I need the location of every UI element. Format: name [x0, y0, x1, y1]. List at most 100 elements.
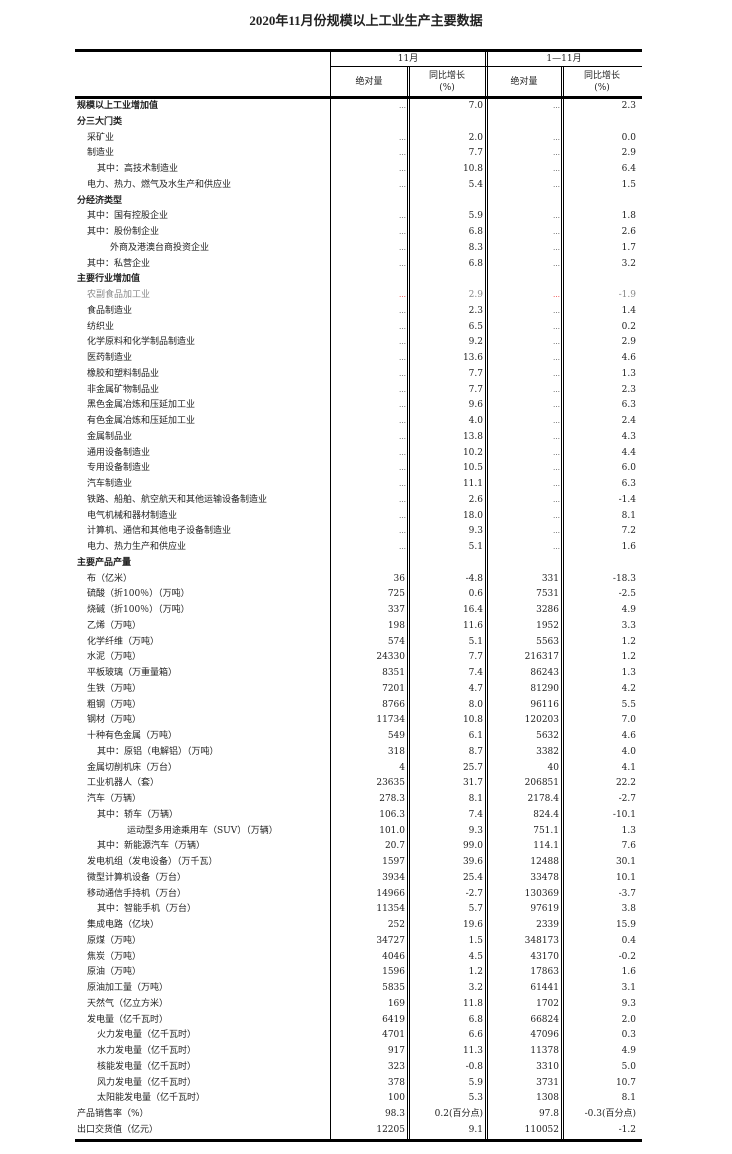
- abs-nov-cell: …: [399, 291, 406, 299]
- abs-nov-cell: …: [399, 354, 406, 362]
- table-row: 水力发电量（亿千瓦时） 917 11.3 11378 4.9: [75, 1044, 642, 1060]
- yoy-nov-cell: 6.8: [468, 227, 483, 237]
- yoy-nov-cell: 7.4: [468, 668, 483, 678]
- table-row: 专用设备制造业 … 10.5 … 6.0: [75, 461, 642, 477]
- yoy-nov-cell: 7.7: [468, 368, 483, 379]
- abs-jan-nov-cell: 120203: [524, 715, 559, 726]
- table-row: 其中：智能手机（万台） 11354 5.7 97619 3.8: [75, 902, 642, 918]
- yoy-jan-nov-cell: 1.4: [621, 305, 636, 316]
- row-label: 火力发电量（亿千瓦时）: [97, 1030, 197, 1041]
- yoy-jan-nov-cell: -0.2: [618, 951, 636, 962]
- abs-nov-cell: …: [399, 306, 406, 315]
- table-row: 电力、热力、燃气及水生产和供应业 … 5.4 … 1.5: [75, 178, 642, 194]
- row-label: 平板玻璃（万重量箱）: [87, 668, 178, 678]
- abs-nov-cell: …: [399, 480, 406, 488]
- abs-jan-nov-cell: …: [553, 369, 560, 378]
- row-label: 铁路、船舶、航空航天和其他运输设备制造业: [87, 494, 268, 505]
- row-label: 出口交货值（亿元）: [77, 1124, 159, 1135]
- abs-nov-cell: …: [399, 511, 406, 520]
- table-row: 烧碱（折100％）（万吨） 337 16.4 3286 4.9: [75, 603, 642, 619]
- abs-jan-nov-cell: 47096: [530, 1030, 559, 1041]
- abs-nov-cell: 4: [399, 762, 405, 773]
- table-row: 通用设备制造业 … 10.2 … 4.4: [75, 446, 642, 462]
- yoy-jan-nov-cell: 0.0: [621, 132, 636, 143]
- yoy-nov-cell: 3.2: [468, 983, 483, 993]
- yoy-jan-nov-cell: 1.5: [621, 179, 636, 190]
- abs-jan-nov-cell: …: [553, 527, 560, 536]
- table-row: 金属制品业 … 13.8 … 4.3: [75, 430, 642, 446]
- row-label: 其中：轿车（万辆）: [97, 809, 179, 820]
- abs-nov-cell: 725: [387, 589, 405, 600]
- abs-jan-nov-cell: …: [553, 417, 560, 425]
- row-label: 金属制品业: [87, 431, 133, 442]
- abs-jan-nov-cell: …: [553, 102, 560, 110]
- abs-nov-cell: 318: [387, 746, 405, 757]
- yoy-nov-cell: 99.0: [462, 841, 483, 852]
- row-label: 汽车制造业: [87, 479, 133, 489]
- row-label: 粗钢（万吨）: [87, 699, 142, 710]
- yoy-nov-cell: 5.9: [468, 211, 483, 222]
- yoy-nov-cell: 6.5: [468, 321, 483, 332]
- row-label: 其中：股份制企业: [87, 227, 160, 237]
- abs-nov-cell: 1597: [382, 857, 405, 867]
- abs-jan-nov-cell: 61441: [530, 983, 559, 993]
- table-row: 食品制造业 … 2.3 … 1.4: [75, 304, 642, 320]
- abs-jan-nov-cell: 348173: [524, 935, 559, 946]
- yoy-nov-cell: 11.3: [462, 1046, 483, 1056]
- industrial-data-table: 11月 1—11月 绝对量 同比增长 (%) 绝对量 同比增长 (%) 规模以上工业…: [75, 49, 642, 1142]
- abs-nov-cell: …: [399, 417, 406, 425]
- yoy-jan-nov-cell: 10.7: [615, 1077, 636, 1088]
- abs-nov-cell: 337: [387, 605, 405, 615]
- abs-nov-cell: …: [399, 180, 406, 189]
- yoy-jan-nov-cell: -18.3: [612, 573, 636, 584]
- row-label: 计算机、通信和其他电子设备制造业: [87, 526, 232, 537]
- abs-nov-cell: 198: [387, 620, 405, 631]
- table-row: 原煤（万吨） 34727 1.5 348173 0.4: [75, 934, 642, 950]
- abs-jan-nov-cell: …: [553, 464, 560, 473]
- yoy-jan-nov-cell: 4.9: [621, 605, 636, 615]
- abs-jan-nov-cell: …: [553, 180, 560, 189]
- table-row: 生铁（万吨） 7201 4.7 81290 4.2: [75, 682, 642, 698]
- abs-nov-cell: …: [399, 133, 406, 142]
- abs-nov-cell: …: [399, 369, 406, 378]
- yoy-jan-nov-cell: 4.0: [621, 746, 636, 757]
- abs-jan-nov-cell: 66824: [530, 1014, 559, 1025]
- row-label: 主要产品产量: [77, 557, 132, 568]
- abs-jan-nov-cell: 331: [541, 573, 559, 584]
- abs-jan-nov-cell: 86243: [530, 668, 559, 678]
- table-row: 乙烯（万吨） 198 11.6 1952 3.3: [75, 619, 642, 635]
- abs-jan-nov-cell: 81290: [530, 683, 559, 694]
- table-row: 出口交货值（亿元） 12205 9.1 110052 -1.2: [75, 1123, 642, 1139]
- yoy-nov-cell: 11.6: [462, 620, 483, 631]
- abs-jan-nov-cell: 114.1: [533, 841, 559, 852]
- abs-jan-nov-cell: …: [553, 338, 560, 347]
- row-label: 分经济类型: [77, 195, 123, 206]
- abs-jan-nov-cell: 3286: [536, 605, 559, 615]
- yoy-nov-cell: 4.7: [468, 683, 483, 694]
- yoy-jan-nov-cell: 1.6: [621, 967, 636, 978]
- yoy-nov-cell: 11.1: [462, 479, 483, 489]
- table-row: 汽车（万辆） 278.3 8.1 2178.4 -2.7: [75, 792, 642, 808]
- abs-nov-cell: 20.7: [384, 841, 405, 852]
- yoy-jan-nov-cell: 2.0: [621, 1014, 636, 1025]
- table-row: 天然气（亿立方米） 169 11.8 1702 9.3: [75, 997, 642, 1013]
- yoy-nov-cell: 19.6: [462, 920, 483, 930]
- yoy-jan-nov-cell: 1.2: [621, 652, 636, 663]
- abs-jan-nov-cell: …: [553, 149, 560, 158]
- abs-nov-cell: …: [399, 401, 406, 410]
- yoy-nov-cell: 11.8: [462, 998, 483, 1009]
- abs-jan-nov-cell: 17863: [530, 967, 559, 978]
- abs-jan-nov-cell: 110052: [524, 1124, 559, 1135]
- table-row: 水泥（万吨） 24330 7.7 216317 1.2: [75, 650, 642, 666]
- abs-nov-cell: 4046: [382, 951, 405, 962]
- row-label: 通用设备制造业: [87, 447, 151, 458]
- table-row: 钢材（万吨） 11734 10.8 120203 7.0: [75, 713, 642, 729]
- abs-nov-cell: 34727: [376, 935, 405, 946]
- table-row: 其中：国有控股企业 … 5.9 … 1.8: [75, 209, 642, 225]
- abs-jan-nov-cell: 5563: [536, 636, 559, 647]
- yoy-jan-nov-cell: -0.3(百分点): [584, 1109, 636, 1119]
- table-row: 橡胶和塑料制品业 … 7.7 … 1.3: [75, 367, 642, 383]
- row-label: 外商及港澳台商投资企业: [110, 242, 210, 253]
- abs-jan-nov-cell: 7531: [536, 589, 559, 600]
- table-row: 黑色金属冶炼和压延加工业 … 9.6 … 6.3: [75, 398, 642, 414]
